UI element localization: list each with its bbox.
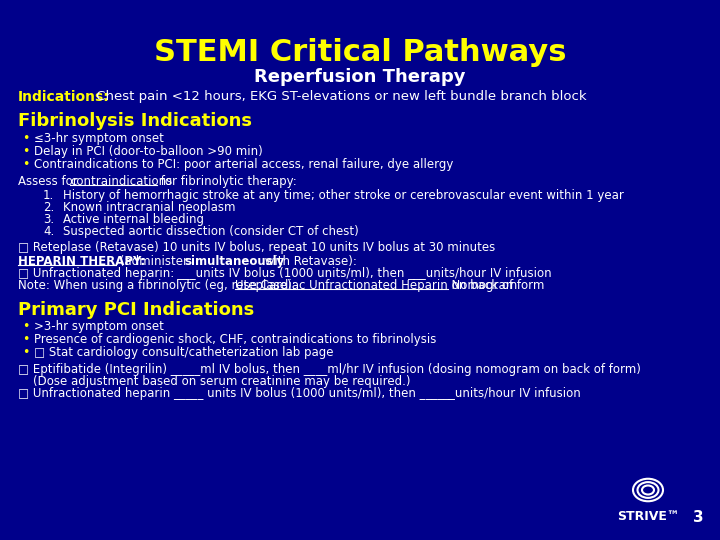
Text: (administer: (administer: [116, 255, 192, 268]
Text: HEPARIN THERAPY:: HEPARIN THERAPY:: [18, 255, 145, 268]
Text: 4.: 4.: [43, 225, 54, 238]
Text: •: •: [22, 346, 30, 359]
Text: >3-hr symptom onset: >3-hr symptom onset: [34, 320, 164, 333]
Text: 3: 3: [693, 510, 703, 525]
Text: □ Reteplase (Retavase) 10 units IV bolus, repeat 10 units IV bolus at 30 minutes: □ Reteplase (Retavase) 10 units IV bolus…: [18, 241, 495, 254]
Text: Contraindications to PCI: poor arterial access, renal failure, dye allergy: Contraindications to PCI: poor arterial …: [34, 158, 454, 171]
Text: □ Unfractionated heparin _____ units IV bolus (1000 units/ml), then ______units/: □ Unfractionated heparin _____ units IV …: [18, 387, 581, 400]
Text: •: •: [22, 333, 30, 346]
Text: •: •: [22, 132, 30, 145]
Text: Primary PCI Indications: Primary PCI Indications: [18, 301, 254, 319]
Text: Indications:: Indications:: [18, 90, 109, 104]
Text: Presence of cardiogenic shock, CHF, contraindications to fibrinolysis: Presence of cardiogenic shock, CHF, cont…: [34, 333, 436, 346]
Text: Chest pain <12 hours, EKG ST-elevations or new left bundle branch block: Chest pain <12 hours, EKG ST-elevations …: [92, 90, 587, 103]
Text: Active internal bleeding: Active internal bleeding: [63, 213, 204, 226]
Text: Suspected aortic dissection (consider CT of chest): Suspected aortic dissection (consider CT…: [63, 225, 359, 238]
Text: STEMI Critical Pathways: STEMI Critical Pathways: [154, 38, 566, 67]
Text: □ Eptifibatide (Integrilin) _____ml IV bolus, then ____ml/hr IV infusion (dosing: □ Eptifibatide (Integrilin) _____ml IV b…: [18, 363, 641, 376]
Text: 2.: 2.: [43, 201, 54, 214]
Text: Reperfusion Therapy: Reperfusion Therapy: [254, 68, 466, 86]
Text: •: •: [22, 320, 30, 333]
Text: Delay in PCI (door-to-balloon >90 min): Delay in PCI (door-to-balloon >90 min): [34, 145, 263, 158]
Text: simultaneously: simultaneously: [184, 255, 284, 268]
Text: •: •: [22, 158, 30, 171]
Text: History of hemorrhagic stroke at any time; other stroke or cerebrovascular event: History of hemorrhagic stroke at any tim…: [63, 189, 624, 202]
Text: 3.: 3.: [43, 213, 54, 226]
Text: •: •: [22, 145, 30, 158]
Text: □ Unfractionated heparin: ___units IV bolus (1000 units/ml), then ___units/hour : □ Unfractionated heparin: ___units IV bo…: [18, 267, 552, 280]
Text: Known intracranial neoplasm: Known intracranial neoplasm: [63, 201, 235, 214]
Text: STRIVE™: STRIVE™: [617, 510, 679, 523]
Text: Assess for: Assess for: [18, 175, 81, 188]
Text: contraindications: contraindications: [70, 175, 172, 188]
Text: for fibrinolytic therapy:: for fibrinolytic therapy:: [157, 175, 297, 188]
Text: Note: When using a fibrinolytic (eg, reteplase):: Note: When using a fibrinolytic (eg, ret…: [18, 279, 300, 292]
Text: with Retavase):: with Retavase):: [261, 255, 357, 268]
Text: Use Cardiac Unfractionated Heparin Nomogram: Use Cardiac Unfractionated Heparin Nomog…: [235, 279, 517, 292]
Text: on back of form: on back of form: [448, 279, 544, 292]
Text: ≤3-hr symptom onset: ≤3-hr symptom onset: [34, 132, 164, 145]
Text: Fibrinolysis Indications: Fibrinolysis Indications: [18, 112, 252, 130]
Text: 1.: 1.: [43, 189, 54, 202]
Text: (Dose adjustment based on serum creatinine may be required.): (Dose adjustment based on serum creatini…: [18, 375, 410, 388]
Text: □ Stat cardiology consult/catheterization lab page: □ Stat cardiology consult/catheterizatio…: [34, 346, 333, 359]
